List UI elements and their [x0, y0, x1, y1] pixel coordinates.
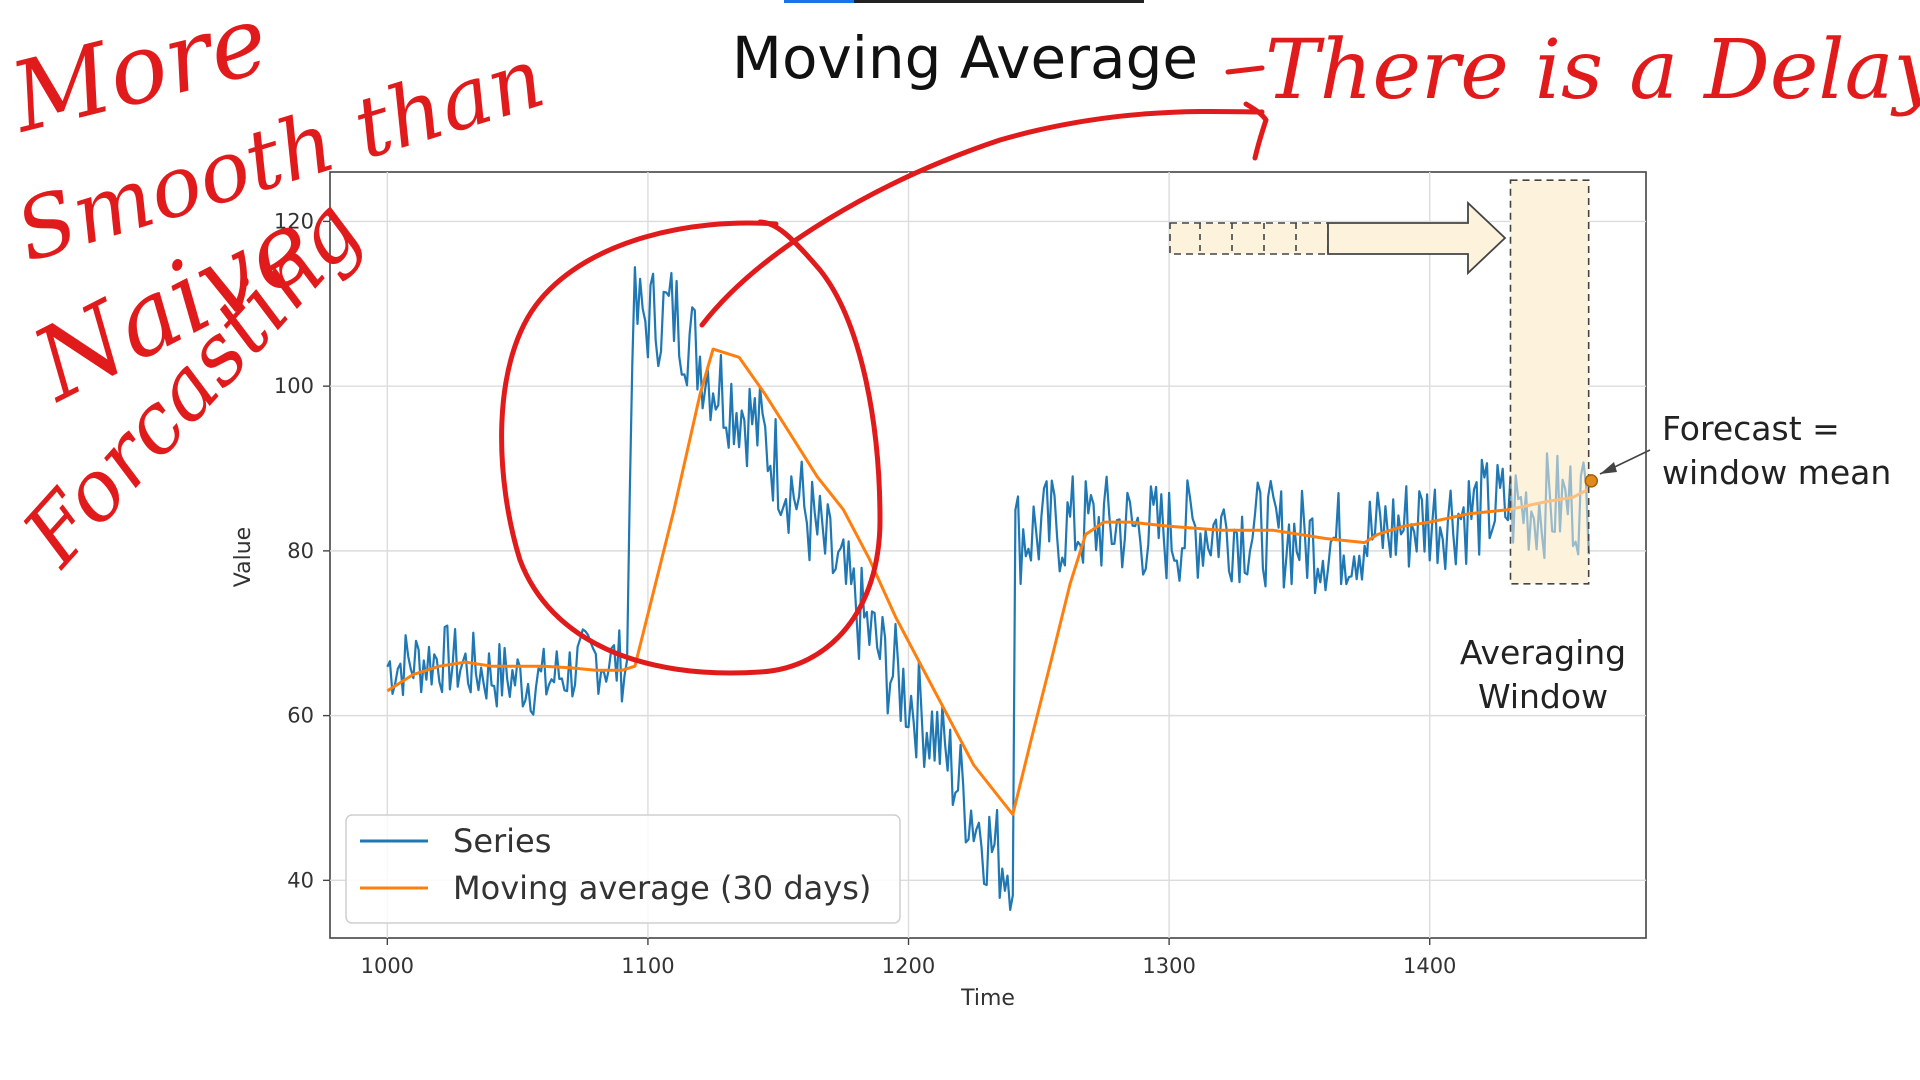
top-bar	[784, 0, 1144, 3]
moving-average-line	[386, 347, 1590, 816]
x-tick-label: 1200	[882, 954, 935, 978]
ink-arrow-line	[699, 108, 1265, 328]
x-ticks: 1000 1100 1200 1300 1400	[361, 938, 1456, 978]
averaging-window-frame	[1509, 179, 1590, 585]
x-tick-label: 1300	[1142, 954, 1195, 978]
x-tick-label: 1400	[1403, 954, 1456, 978]
plot-frame	[329, 171, 1647, 939]
ink-dash	[1225, 65, 1265, 75]
y-tick-label: 40	[287, 868, 314, 892]
window-trail-box	[1169, 222, 1329, 255]
y-axis-label: Value	[231, 527, 256, 587]
window-overlay	[1509, 179, 1599, 585]
legend: Series Moving average (30 days)	[345, 814, 901, 924]
y-tick-label: 100	[274, 374, 314, 398]
ink-circle	[499, 219, 883, 676]
legend-series-label: Series	[453, 822, 551, 860]
forecast-label-line1: Forecast =	[1662, 409, 1840, 448]
x-axis-label: Time	[960, 986, 1015, 1011]
ink-arrowhead-icon	[1243, 101, 1269, 161]
x-tick-label: 1000	[361, 954, 414, 978]
handwriting-delay-note: There is a Delay	[1265, 23, 1920, 118]
top-bar-accent	[784, 0, 854, 3]
x-tick-label: 1100	[621, 954, 674, 978]
forecast-label-line2: window mean	[1662, 453, 1891, 492]
slide-title: Moving Average	[732, 24, 1198, 92]
series-lines	[386, 266, 1590, 911]
y-ticks: 40 60 80 100 120	[274, 209, 330, 892]
pointer-arrowhead-icon	[1600, 462, 1617, 474]
window-label-line1: Averaging	[1460, 633, 1626, 672]
sliding-window-arrow	[1169, 200, 1507, 276]
y-tick-label: 120	[274, 209, 314, 233]
chart: 1000 1100 1200 1300 1400 40 60 80 100 120 Time V…	[231, 171, 1891, 1011]
window-label-line2: Window	[1478, 677, 1608, 716]
legend-moving-average-label: Moving average (30 days)	[453, 869, 871, 907]
y-tick-label: 80	[287, 539, 314, 563]
forecast-point	[1584, 474, 1599, 488]
y-tick-label: 60	[287, 704, 314, 728]
legend-box	[345, 814, 901, 924]
right-arrow-icon	[1327, 200, 1507, 276]
forecast-annotation: Forecast = window mean Averaging Window	[1460, 409, 1891, 716]
series-line	[386, 266, 1590, 911]
